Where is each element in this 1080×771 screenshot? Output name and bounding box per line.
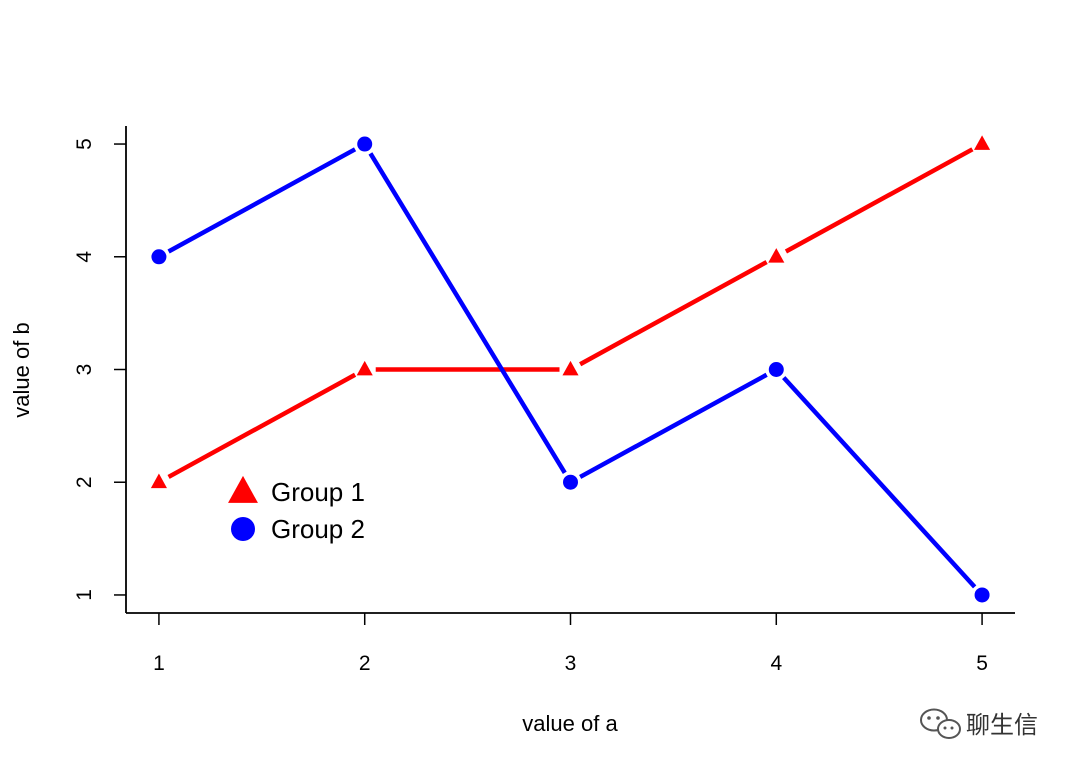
y-tick-label: 3 <box>73 364 96 376</box>
legend-label-1: Group 1 <box>271 477 365 507</box>
y-tick-label: 4 <box>73 251 96 263</box>
x-axis-title: value of a <box>522 711 618 736</box>
legend-label-2: Group 2 <box>271 514 365 544</box>
y-tick-label: 2 <box>73 476 96 488</box>
wechat-icon <box>920 708 961 739</box>
series-2-segment <box>167 147 357 254</box>
legend-marker-1 <box>228 475 258 503</box>
series-layer <box>150 135 991 603</box>
series-1-point <box>562 360 579 376</box>
series-2-segment <box>579 372 768 479</box>
watermark-text: 聊生信 <box>966 711 1038 739</box>
series-1 <box>150 135 991 489</box>
legend: Group 1 Group 2 <box>228 475 365 544</box>
series-1-segment <box>579 260 768 367</box>
series-2-point <box>357 136 373 152</box>
series-1-segment <box>167 372 357 479</box>
series-2 <box>151 136 990 603</box>
series-1-point <box>150 473 167 489</box>
x-tick-label: 5 <box>976 652 988 675</box>
series-1-point <box>768 248 785 263</box>
x-tick-label: 1 <box>153 652 165 675</box>
x-tick-label: 3 <box>565 652 577 675</box>
series-2-segment <box>782 376 977 589</box>
series-2-point <box>974 587 990 603</box>
series-1-point <box>974 135 991 150</box>
series-2-segment <box>368 152 567 475</box>
watermark: 聊生信 <box>920 708 1038 739</box>
series-2-point <box>563 474 578 490</box>
series-2-point <box>151 249 167 265</box>
axes: 1 2 3 4 5 1 2 3 4 5 <box>73 126 1015 675</box>
series-1-segment <box>784 147 974 254</box>
series-2-point <box>768 362 784 377</box>
x-tick-label: 2 <box>359 652 371 675</box>
y-tick-label: 1 <box>73 589 96 601</box>
series-1-point <box>356 360 373 376</box>
y-tick-label: 5 <box>73 138 96 150</box>
x-tick-label: 4 <box>770 652 782 675</box>
y-axis-title: value of b <box>9 322 34 417</box>
legend-marker-2 <box>231 517 255 541</box>
